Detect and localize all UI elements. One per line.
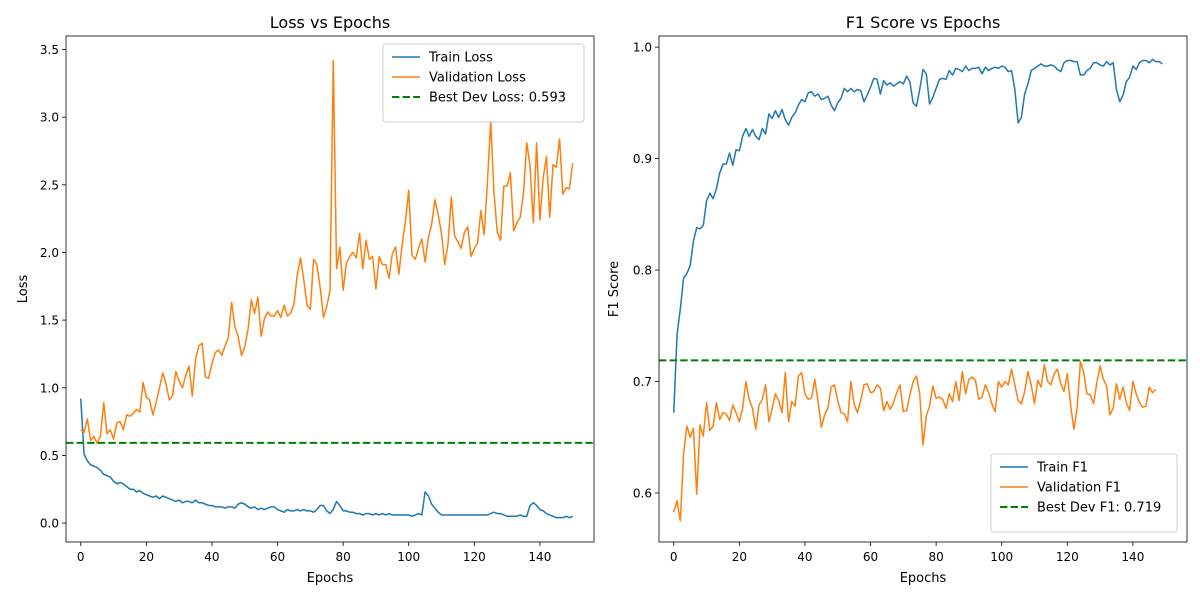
x-tick-label: 20 [139,550,154,564]
f1-chart-panel: 0 20 40 60 80 100 120 140 0.6 0.7 0.8 0.9 1.0 F1 Scor… [607,13,1188,586]
y-tick-label: 0.9 [633,152,652,166]
x-tick-label: 140 [1121,550,1144,564]
y-tick-label: 1.5 [40,314,59,328]
legend-entry-label: Validation F1 [1037,481,1121,496]
x-tick-label: 60 [863,550,878,564]
series-line-train-loss [80,398,573,519]
y-tick-label: 2.0 [40,246,59,260]
x-tick-label: 40 [204,550,219,564]
x-tick-label: 100 [990,550,1013,564]
y-tick-label: 0.8 [633,264,652,278]
x-tick-label: 120 [463,550,486,564]
chart-title: Loss vs Epochs [270,13,390,32]
y-tick-label: 0.5 [40,449,59,463]
loss-chart-panel: 0 20 40 60 80 100 120 140 0.0 0.5 1.0 1.5 2.0 2.5 3.0 3… [16,13,595,586]
x-tick-label: 140 [528,550,551,564]
y-tick-label: 3.0 [40,111,59,125]
series-line-validation-f1 [673,360,1157,522]
x-axis-label: Epochs [307,571,354,586]
x-axis-label: Epochs [900,571,947,586]
y-axis-label: F1 Score [607,261,622,317]
x-tick-label: 0 [77,550,85,564]
axes-frame [65,35,595,543]
legend-entry-label: Train F1 [1036,461,1088,476]
x-tick-label: 40 [797,550,812,564]
y-tick-label: 0.6 [633,486,652,500]
legend: Train Loss Validation Loss Best Dev Loss: … [382,43,585,123]
x-tick-label: 80 [335,550,350,564]
x-tick-label: 100 [397,550,420,564]
x-tick-label: 0 [670,550,678,564]
y-tick-label: 1.0 [40,381,59,395]
y-tick-label: 2.5 [40,178,59,192]
legend-entry-label: Validation Loss [429,71,526,86]
axes-frame [658,35,1188,543]
legend-entry-label: Best Dev F1: 0.719 [1037,501,1161,516]
legend-box [990,453,1178,533]
legend: Train F1 Validation F1 Best Dev F1: 0.719 [990,453,1178,533]
series-line-train-f1 [673,58,1163,413]
y-tick-label: 0.7 [633,375,652,389]
y-tick-label: 0.0 [40,517,59,531]
x-tick-label: 80 [928,550,943,564]
legend-box [382,43,585,123]
y-tick-label: 3.5 [40,43,59,57]
legend-entry-label: Best Dev Loss: 0.593 [429,91,566,106]
y-axis-label: Loss [16,275,31,304]
legend-entry-label: Train Loss [428,51,493,66]
y-tick-label: 1.0 [633,41,652,55]
x-tick-label: 20 [732,550,747,564]
x-tick-label: 120 [1056,550,1079,564]
chart-title: F1 Score vs Epochs [846,13,1001,32]
x-tick-label: 60 [270,550,285,564]
